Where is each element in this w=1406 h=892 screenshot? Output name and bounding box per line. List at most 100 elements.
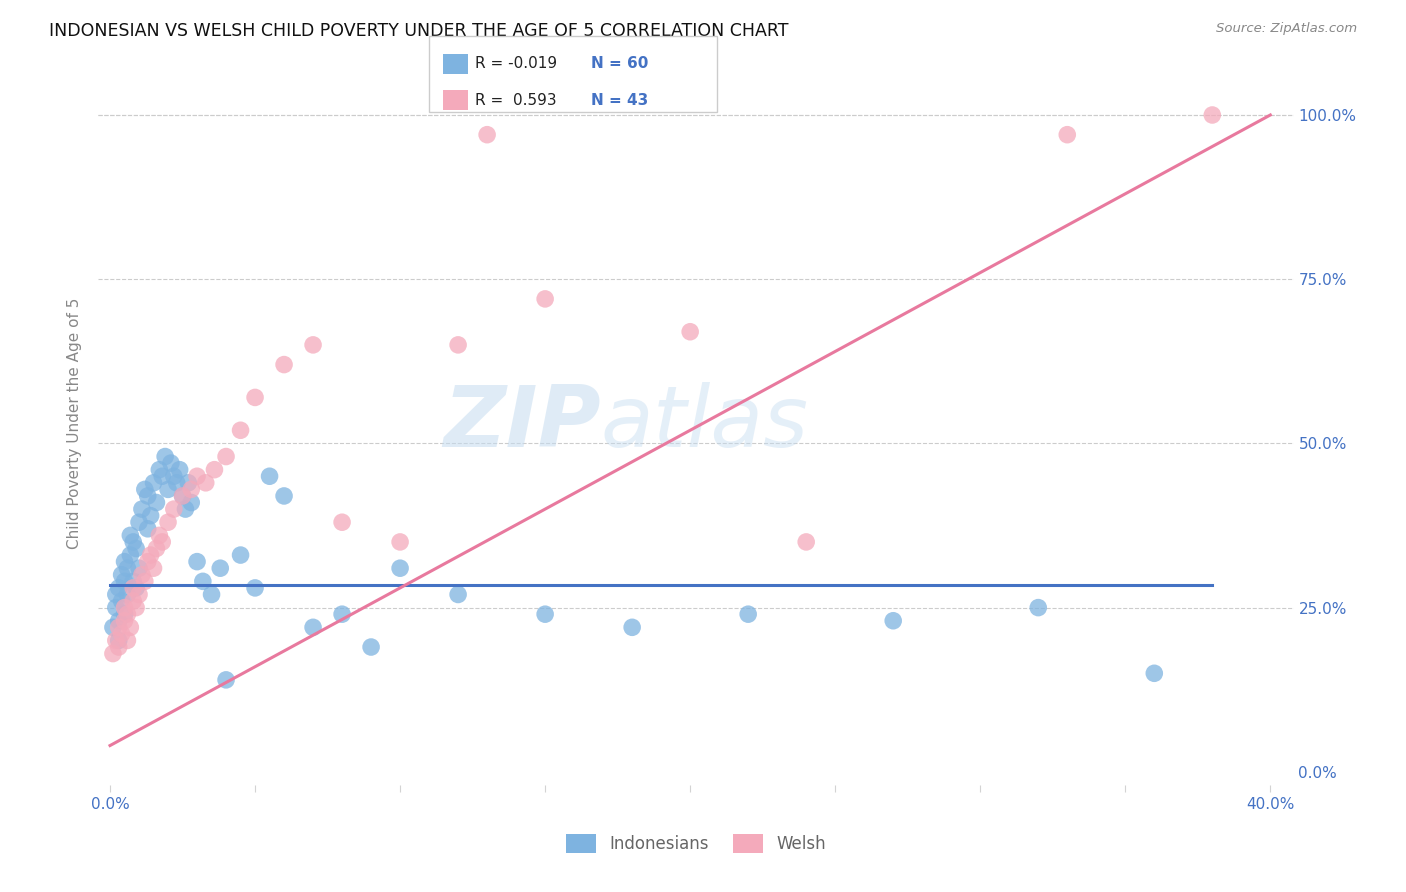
- Point: [169, 463, 191, 477]
- Point: [172, 489, 194, 503]
- Point: [114, 607, 136, 622]
- Point: [180, 483, 202, 497]
- Point: [679, 325, 702, 339]
- Point: [131, 567, 153, 582]
- Point: [534, 607, 557, 622]
- Point: [163, 502, 186, 516]
- Point: [111, 627, 134, 641]
- Point: [142, 561, 165, 575]
- Point: [101, 647, 124, 661]
- Point: [131, 502, 153, 516]
- Y-axis label: Child Poverty Under the Age of 5: Child Poverty Under the Age of 5: [67, 298, 83, 549]
- Point: [107, 620, 129, 634]
- Text: Source: ZipAtlas.com: Source: ZipAtlas.com: [1216, 22, 1357, 36]
- Point: [160, 456, 183, 470]
- Point: [142, 475, 165, 490]
- Point: [148, 463, 170, 477]
- Point: [139, 548, 162, 562]
- Text: R = -0.019: R = -0.019: [475, 56, 557, 71]
- Point: [302, 338, 325, 352]
- Point: [259, 469, 281, 483]
- Point: [1056, 128, 1078, 142]
- Point: [180, 495, 202, 509]
- Point: [117, 587, 139, 601]
- Point: [215, 450, 238, 464]
- Point: [163, 469, 186, 483]
- Point: [136, 522, 159, 536]
- Point: [117, 607, 139, 622]
- Point: [794, 535, 817, 549]
- Point: [273, 358, 295, 372]
- Point: [330, 515, 353, 529]
- Point: [204, 463, 226, 477]
- Point: [120, 528, 142, 542]
- Point: [243, 391, 266, 405]
- Text: R =  0.593: R = 0.593: [475, 93, 557, 108]
- Point: [209, 561, 232, 575]
- Point: [1201, 108, 1223, 122]
- Point: [229, 423, 252, 437]
- Point: [174, 502, 197, 516]
- Point: [120, 620, 142, 634]
- Text: N = 60: N = 60: [591, 56, 648, 71]
- Point: [150, 469, 173, 483]
- Text: atlas: atlas: [600, 382, 808, 466]
- Point: [107, 640, 129, 654]
- Point: [117, 633, 139, 648]
- Point: [177, 475, 200, 490]
- Point: [1026, 600, 1049, 615]
- Text: ZIP: ZIP: [443, 382, 600, 466]
- Point: [136, 555, 159, 569]
- Legend: Indonesians, Welsh: Indonesians, Welsh: [560, 827, 832, 860]
- Point: [117, 561, 139, 575]
- Point: [114, 555, 136, 569]
- Point: [114, 614, 136, 628]
- Point: [330, 607, 353, 622]
- Point: [128, 561, 150, 575]
- Point: [128, 587, 150, 601]
- Point: [150, 535, 173, 549]
- Point: [125, 581, 148, 595]
- Point: [153, 450, 176, 464]
- Point: [104, 587, 127, 601]
- Point: [273, 489, 295, 503]
- Point: [139, 508, 162, 523]
- Point: [229, 548, 252, 562]
- Point: [145, 495, 167, 509]
- Point: [122, 594, 145, 608]
- Point: [114, 574, 136, 589]
- Point: [157, 515, 180, 529]
- Point: [107, 633, 129, 648]
- Point: [186, 469, 208, 483]
- Point: [186, 555, 208, 569]
- Point: [134, 574, 156, 589]
- Point: [172, 489, 194, 503]
- Point: [134, 483, 156, 497]
- Point: [136, 489, 159, 503]
- Point: [200, 587, 222, 601]
- Point: [534, 292, 557, 306]
- Text: INDONESIAN VS WELSH CHILD POVERTY UNDER THE AGE OF 5 CORRELATION CHART: INDONESIAN VS WELSH CHILD POVERTY UNDER …: [49, 22, 789, 40]
- Point: [1143, 666, 1166, 681]
- Point: [128, 515, 150, 529]
- Point: [122, 535, 145, 549]
- Point: [157, 483, 180, 497]
- Point: [122, 574, 145, 589]
- Point: [194, 475, 217, 490]
- Point: [111, 567, 134, 582]
- Point: [148, 528, 170, 542]
- Point: [191, 574, 214, 589]
- Point: [243, 581, 266, 595]
- Text: N = 43: N = 43: [591, 93, 648, 108]
- Point: [120, 548, 142, 562]
- Point: [389, 535, 412, 549]
- Point: [447, 587, 470, 601]
- Point: [125, 600, 148, 615]
- Point: [621, 620, 644, 634]
- Point: [360, 640, 382, 654]
- Point: [166, 475, 188, 490]
- Point: [107, 581, 129, 595]
- Point: [104, 600, 127, 615]
- Point: [447, 338, 470, 352]
- Point: [737, 607, 759, 622]
